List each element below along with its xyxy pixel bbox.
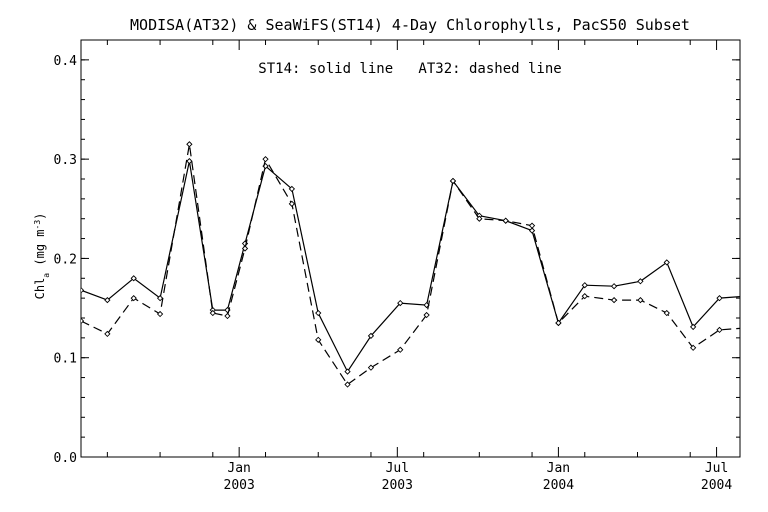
x-axis: Jan 2003 Jul 2003 Jan 2004 Jul 2004	[106, 40, 732, 493]
data-point-solid	[610, 283, 618, 290]
data-point-solid	[663, 259, 670, 266]
x-tick-year-label: 2004	[543, 478, 574, 493]
series-line-dashed	[81, 144, 740, 386]
data-point-dashed	[502, 217, 509, 224]
data-point-dashed	[610, 296, 618, 304]
data-point-dashed	[555, 319, 562, 327]
data-point-dashed	[423, 311, 430, 319]
data-point-solid	[104, 296, 111, 304]
x-tick-month-label: Jul	[386, 461, 409, 476]
data-point-solid	[397, 299, 404, 307]
y-tick-label: 0.2	[54, 252, 77, 267]
data-point-dashed	[344, 381, 351, 388]
y-tick-label: 0.1	[54, 352, 77, 367]
data-point-dashed	[528, 222, 536, 229]
y-tick-label: 0.4	[54, 54, 78, 69]
series-dashed	[81, 141, 740, 388]
y-tick-label: 0.3	[54, 153, 77, 168]
x-tick-year-label: 2003	[382, 478, 413, 493]
data-point-dashed	[397, 346, 404, 353]
data-point-solid	[690, 323, 697, 331]
data-point-dashed	[241, 245, 249, 252]
y-tick-label: 0.0	[54, 451, 77, 466]
data-point-dashed	[156, 310, 164, 318]
data-point-dashed	[130, 295, 137, 302]
data-point-solid	[186, 157, 193, 165]
legend-annotation: ST14: solid line AT32: dashed line	[258, 61, 561, 77]
data-point-dashed	[104, 330, 111, 338]
data-point-solid	[528, 227, 536, 234]
data-point-dashed	[186, 141, 193, 148]
data-point-dashed	[262, 156, 269, 163]
data-point-dashed	[690, 344, 697, 351]
data-point-dashed	[476, 215, 483, 222]
data-point-solid	[315, 309, 322, 317]
data-point-solid	[81, 287, 85, 294]
data-point-dashed	[663, 309, 670, 317]
data-point-dashed	[224, 312, 231, 320]
series-solid	[81, 157, 740, 375]
x-tick-month-label: Jan	[227, 461, 250, 476]
data-point-solid	[288, 185, 296, 193]
x-tick-year-label: 2003	[224, 478, 255, 493]
data-point-dashed	[367, 364, 375, 371]
data-point-solid	[637, 278, 644, 285]
x-tick-month-label: Jul	[705, 461, 728, 476]
data-point-solid	[156, 295, 164, 302]
y-axis-label: Chla (mg m-3)	[33, 213, 51, 300]
data-point-dashed	[449, 177, 457, 185]
plot-frame	[80, 39, 741, 458]
data-point-dashed	[81, 317, 85, 325]
data-point-solid	[130, 275, 137, 282]
chart-title: MODISA(AT32) & SeaWiFS(ST14) 4-Day Chlor…	[130, 16, 690, 34]
data-point-solid	[581, 282, 588, 289]
data-point-solid	[344, 368, 351, 375]
series-layer	[81, 141, 740, 388]
x-tick-month-label: Jan	[547, 461, 570, 476]
data-point-solid	[716, 295, 723, 302]
data-point-dashed	[288, 200, 296, 207]
data-point-dashed	[637, 296, 644, 304]
data-point-dashed	[315, 336, 322, 343]
y-axis: 0.0 0.1 0.2 0.3 0.4	[54, 54, 740, 466]
data-point-dashed	[581, 293, 588, 300]
x-tick-year-label: 2004	[701, 478, 732, 493]
data-point-dashed	[716, 326, 723, 334]
data-point-solid	[367, 332, 375, 340]
data-point-dashed	[209, 309, 216, 317]
